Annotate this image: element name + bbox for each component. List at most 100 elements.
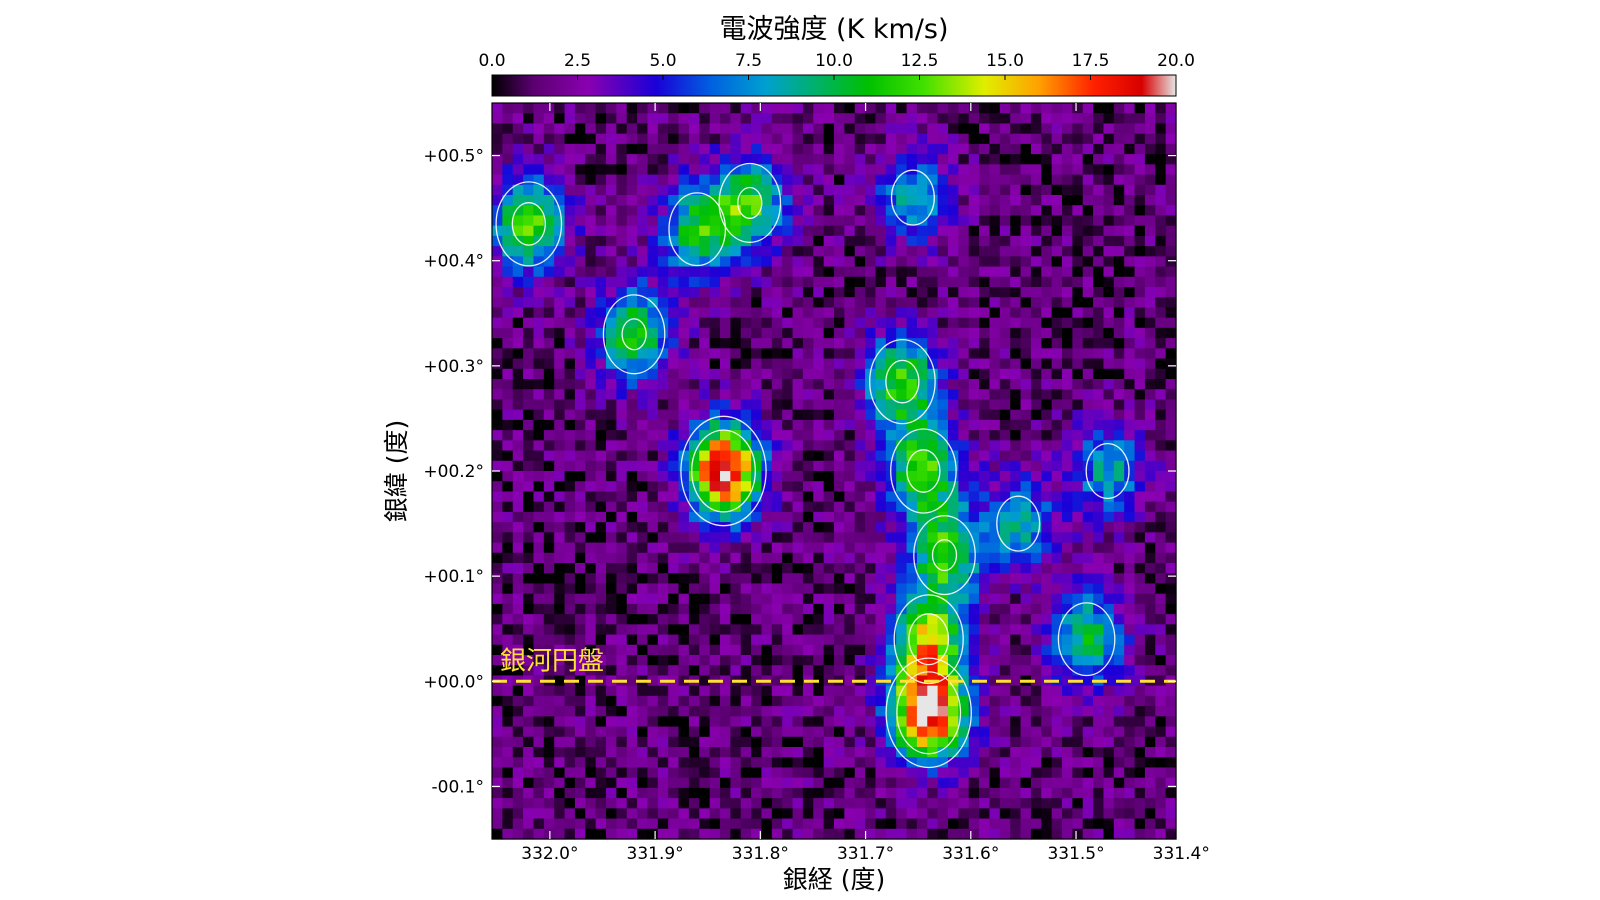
heatmap-cell — [948, 471, 959, 482]
heatmap-cell — [1041, 614, 1053, 625]
heatmap-cell — [1155, 736, 1167, 748]
heatmap-cell — [875, 471, 887, 482]
heatmap-cell — [1010, 133, 1022, 145]
heatmap-cell — [492, 399, 503, 411]
heatmap-cell — [927, 583, 939, 595]
heatmap-cell — [1155, 430, 1167, 441]
heatmap-cell — [782, 573, 794, 585]
heatmap-cell — [916, 716, 928, 728]
heatmap-cell — [854, 256, 866, 268]
heatmap-cell — [595, 644, 607, 656]
heatmap-cell — [1093, 511, 1105, 523]
heatmap-cell — [626, 307, 638, 319]
heatmap-cell — [802, 522, 814, 533]
heatmap-cell — [761, 215, 773, 227]
heatmap-cell — [1144, 338, 1156, 349]
heatmap-cell — [1041, 184, 1053, 196]
heatmap-cell — [574, 133, 586, 145]
heatmap-cell — [585, 828, 597, 840]
heatmap-cell — [1072, 235, 1084, 247]
heatmap-cell — [678, 440, 690, 452]
heatmap-cell — [709, 685, 721, 697]
heatmap-cell — [523, 297, 535, 309]
heatmap-cell — [927, 348, 939, 360]
heatmap-cell — [906, 798, 918, 809]
heatmap-cell — [916, 368, 928, 380]
heatmap-cell — [502, 307, 514, 319]
heatmap-cell — [813, 787, 825, 799]
heatmap-cell — [678, 767, 690, 779]
heatmap-cell — [512, 358, 524, 370]
heatmap-cell — [657, 808, 669, 820]
heatmap-cell — [606, 583, 617, 595]
heatmap-cell — [647, 235, 659, 247]
heatmap-cell — [916, 235, 928, 247]
heatmap-cell — [678, 399, 690, 411]
heatmap-cell — [1051, 624, 1063, 636]
heatmap-cell — [533, 665, 545, 677]
heatmap-cell — [751, 348, 763, 360]
heatmap-cell — [1103, 798, 1115, 809]
heatmap-cell — [875, 624, 887, 636]
heatmap-cell — [657, 276, 669, 288]
heatmap-cell — [989, 685, 1001, 697]
heatmap-cell — [958, 409, 970, 421]
heatmap-cell — [844, 287, 856, 298]
heatmap-cell — [668, 563, 680, 574]
heatmap-cell — [854, 154, 866, 165]
heatmap-cell — [896, 706, 908, 717]
heatmap-cell — [989, 706, 1001, 717]
heatmap-cell — [813, 818, 825, 830]
heatmap-cell — [492, 685, 503, 697]
heatmap-cell — [657, 501, 669, 513]
heatmap-cell — [948, 818, 959, 830]
heatmap-cell — [1082, 828, 1094, 840]
heatmap-cell — [896, 532, 908, 544]
heatmap-cell — [1082, 583, 1094, 595]
heatmap-cell — [1165, 195, 1177, 206]
heatmap-cell — [979, 133, 991, 145]
heatmap-cell — [1072, 195, 1084, 206]
heatmap-cell — [844, 266, 856, 278]
heatmap-cell — [1041, 665, 1053, 677]
heatmap-cell — [740, 389, 752, 401]
heatmap-cell — [854, 634, 866, 646]
heatmap-cell — [948, 399, 959, 411]
heatmap-cell — [1103, 143, 1115, 155]
heatmap-cell — [606, 399, 617, 411]
heatmap-cell — [637, 695, 649, 707]
heatmap-cell — [927, 777, 939, 789]
heatmap-cell — [834, 317, 845, 329]
heatmap-cell — [979, 379, 991, 390]
heatmap-cell — [802, 450, 814, 462]
heatmap-cell — [896, 593, 908, 605]
heatmap-cell — [740, 634, 752, 646]
heatmap-cell — [585, 215, 597, 227]
heatmap-cell — [844, 164, 856, 176]
heatmap-cell — [616, 389, 628, 401]
heatmap-cell — [927, 491, 939, 503]
heatmap-cell — [813, 808, 825, 820]
heatmap-cell — [533, 317, 545, 329]
heatmap-cell — [688, 634, 700, 646]
heatmap-cell — [1051, 716, 1063, 728]
heatmap-cell — [543, 235, 555, 247]
heatmap-cell — [999, 614, 1011, 625]
heatmap-cell — [823, 246, 835, 257]
heatmap-cell — [606, 246, 617, 257]
heatmap-cell — [844, 471, 856, 482]
heatmap-cell — [1144, 685, 1156, 697]
heatmap-cell — [906, 409, 918, 421]
heatmap-cell — [751, 481, 763, 493]
heatmap-cell — [492, 542, 503, 554]
heatmap-cell — [906, 154, 918, 165]
heatmap-cell — [854, 563, 866, 574]
heatmap-cell — [1134, 563, 1146, 574]
heatmap-cell — [927, 450, 939, 462]
heatmap-cell — [688, 215, 700, 227]
heatmap-cell — [948, 655, 959, 666]
heatmap-cell — [1010, 338, 1022, 349]
heatmap-cell — [1062, 563, 1073, 574]
heatmap-cell — [906, 655, 918, 666]
heatmap-cell — [512, 583, 524, 595]
